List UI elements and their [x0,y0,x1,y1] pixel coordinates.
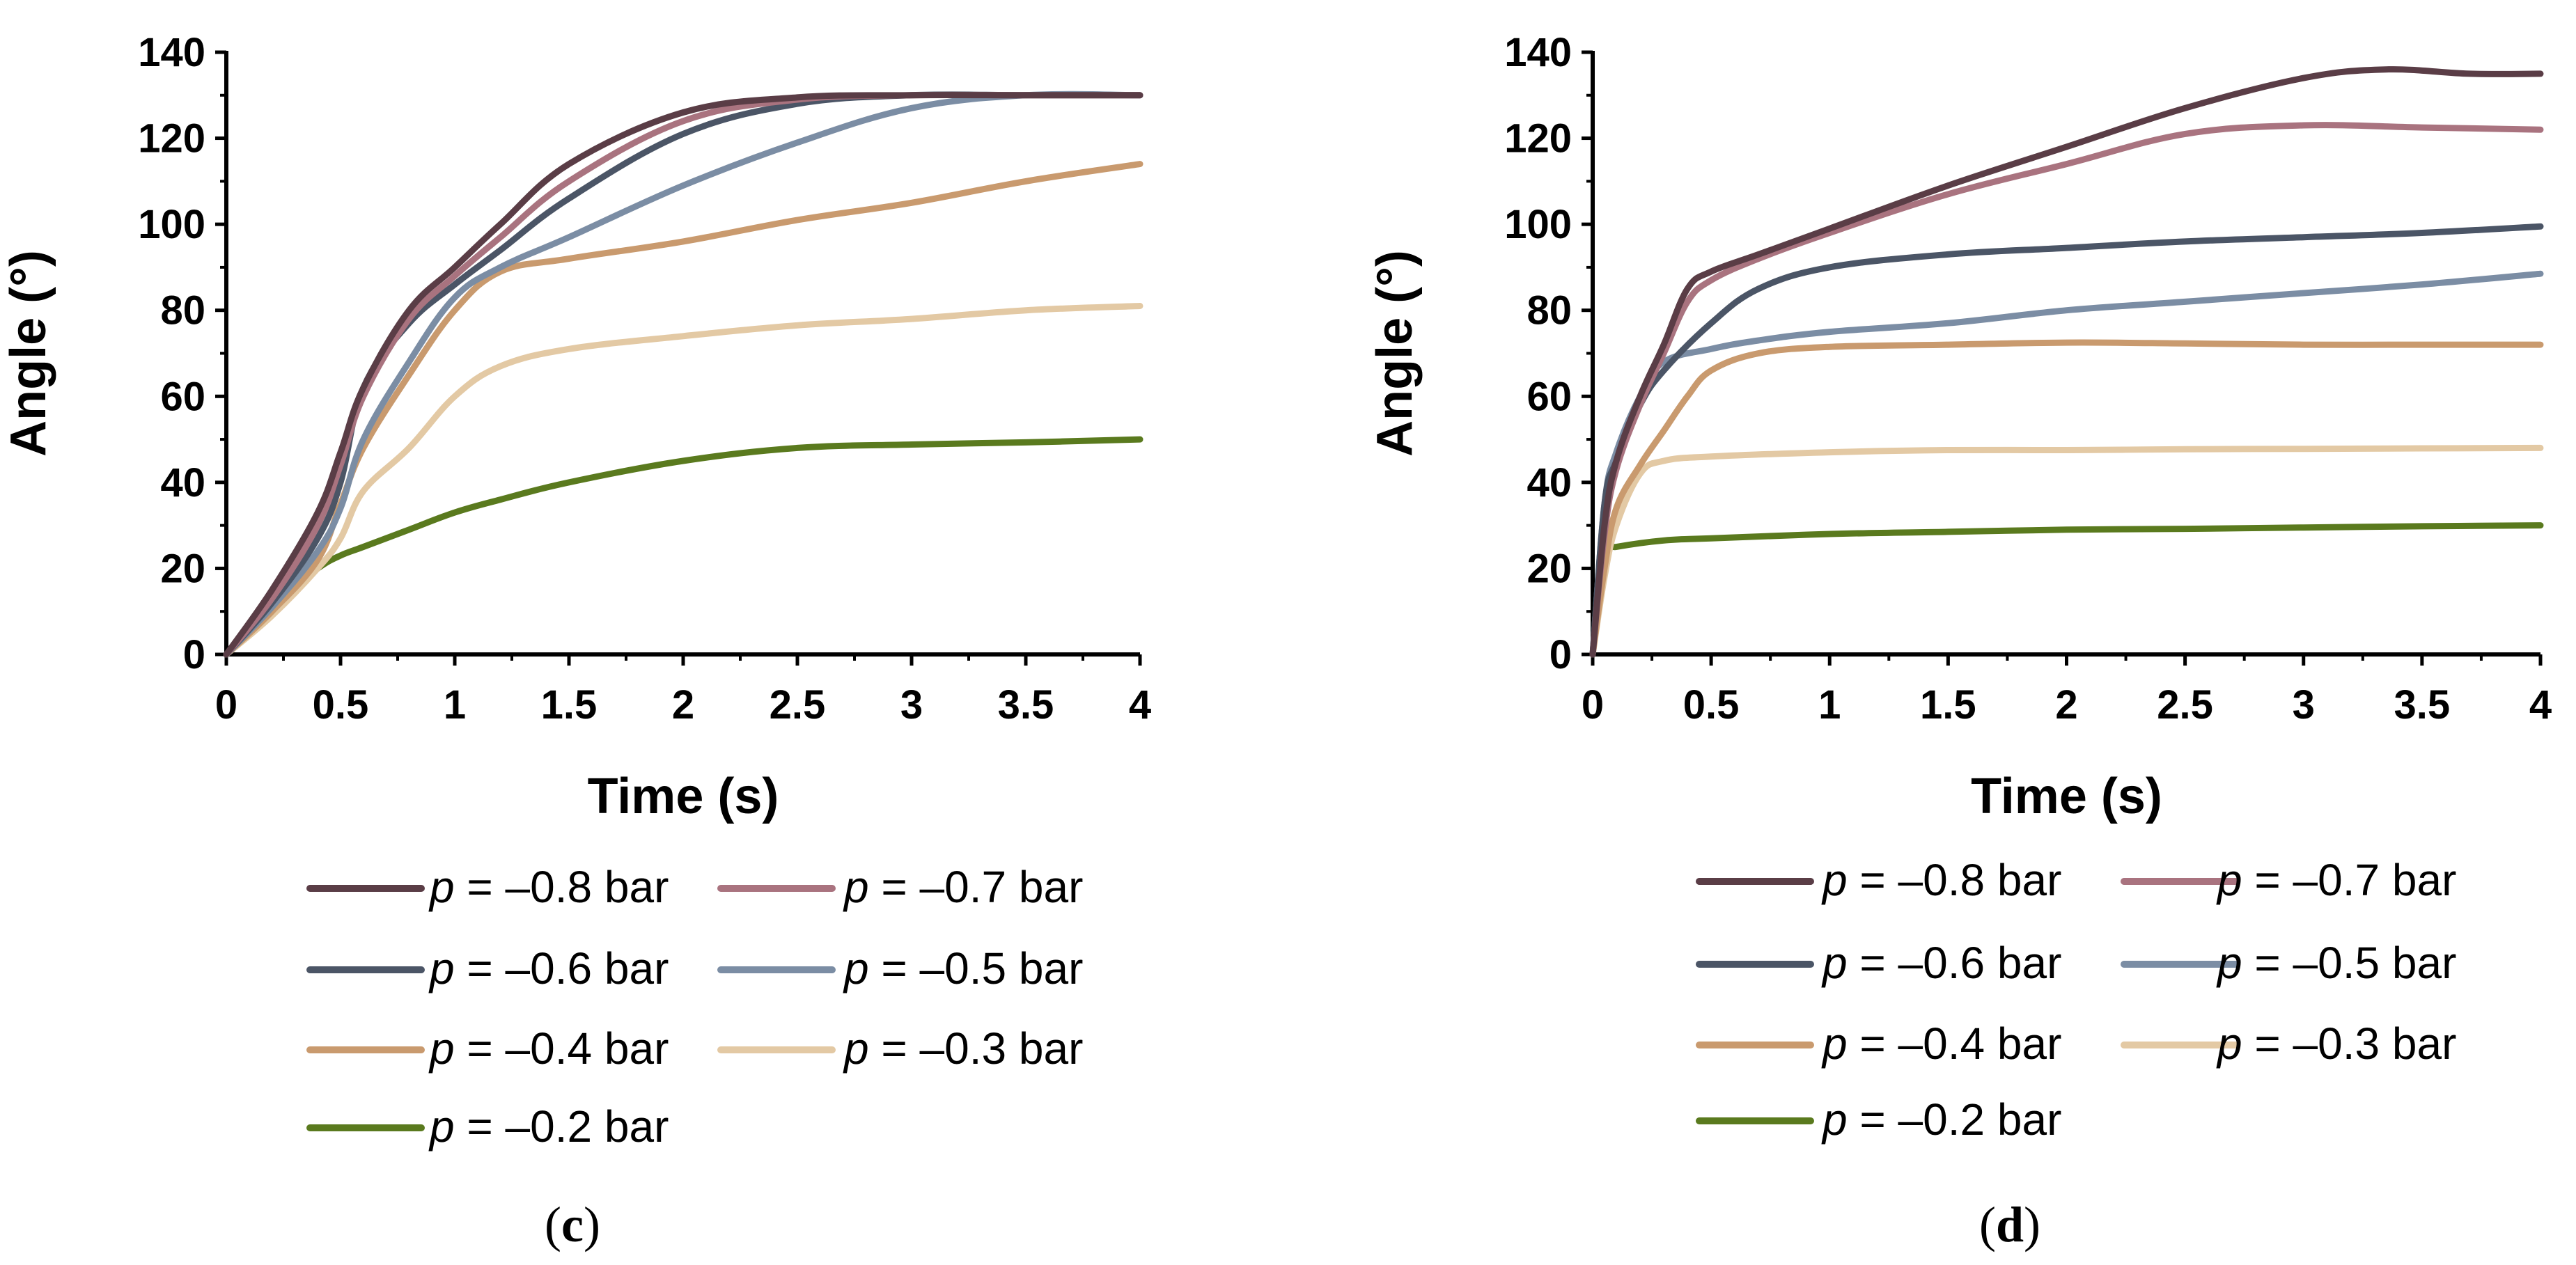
legend-label: p = –0.2 bar [428,1101,669,1152]
legend-label: p = –0.8 bar [428,862,669,912]
y-tick-label: 60 [160,374,205,419]
x-tick-label: 4 [1129,682,1151,728]
y-tick-label: 120 [138,116,205,162]
series-lines [1589,66,2544,658]
y-tick-label: 0 [183,632,205,677]
y-axis-title: Angle (°) [1,250,56,457]
series-line [1589,66,2544,658]
legend-label: p = –0.7 bar [843,862,1083,912]
legend: p = –0.8 bar p = –0.7 bar p = –0.6 bar p = … [1696,855,2456,1145]
series-line [1589,339,2544,658]
x-tick-label: 0 [1582,682,1604,728]
y-tick-label: 40 [160,460,205,505]
series-line [1589,270,2544,658]
series-lines [223,91,1143,658]
y-tick-label: 140 [1504,30,1572,75]
y-tick-label: 100 [1504,202,1572,247]
panel-label: (c) [545,1197,600,1252]
series-line [1589,223,2544,658]
x-axis-title: Time (s) [1971,769,2162,824]
chart-panel-d: 0 20 40 60 80 100 120 140 0 0.5 1 1.5 2 2.5 3 3.5 4 Time … [1367,30,2552,1252]
x-tick-label: 1 [1818,682,1841,728]
panel-label: (d) [1979,1197,2040,1252]
y-tick-label: 0 [1549,632,1572,677]
y-tick-label: 140 [138,30,205,75]
series-line [223,91,1143,658]
y-tick-label: 100 [138,202,205,247]
y-tick-label: 60 [1527,374,1572,419]
legend-label: p = –0.3 bar [2216,1019,2456,1069]
legend-label: p = –0.2 bar [1821,1094,2061,1145]
x-tick-label: 3.5 [2394,682,2451,728]
y-tick-label: 40 [1527,460,1572,505]
x-tick-label: 0.5 [1683,682,1740,728]
y-axis-title: Angle (°) [1367,250,1423,457]
y-tick-label: 120 [1504,116,1572,162]
y-tick-label: 20 [160,546,205,591]
legend-label: p = –0.7 bar [2216,855,2456,905]
series-line [1589,522,2544,658]
x-tick-label: 0 [215,682,237,728]
x-tick-label: 1 [444,682,466,728]
series-line [223,91,1143,658]
x-tick-label: 3 [900,682,923,728]
legend-label: p = –0.5 bar [843,943,1083,993]
x-tick-label: 1.5 [1920,682,1976,728]
legend-label: p = –0.4 bar [1821,1019,2061,1069]
series-line [223,436,1143,658]
legend-label: p = –0.5 bar [2216,938,2456,988]
legend-label: p = –0.8 bar [1821,855,2061,905]
series-line [223,303,1143,658]
series-line [1589,444,2544,658]
x-tick-label: 2 [672,682,694,728]
x-tick-label: 3.5 [998,682,1054,728]
series-line [223,91,1143,658]
x-tick-label: 2.5 [2157,682,2213,728]
legend: p = –0.8 bar p = –0.7 bar p = –0.6 bar p = … [306,862,1083,1152]
chart-panel-c: 0 20 40 60 80 100 120 140 0 0.5 1 1.5 2 2.5 3 3.5 4 Time … [1,30,1151,1252]
legend-label: p = –0.3 bar [843,1023,1083,1074]
x-tick-label: 1.5 [541,682,598,728]
x-axis-title: Time (s) [588,769,779,824]
series-line [223,92,1143,658]
legend-label: p = –0.6 bar [428,943,669,993]
legend-label: p = –0.4 bar [428,1023,669,1074]
x-tick-label: 0.5 [313,682,369,728]
series-line [1589,122,2544,658]
legend-label: p = –0.6 bar [1821,938,2061,988]
y-tick-label: 80 [160,288,205,333]
x-tick-label: 2 [2055,682,2077,728]
x-tick-label: 2.5 [770,682,826,728]
y-tick-label: 80 [1527,288,1572,333]
x-tick-label: 3 [2293,682,2315,728]
x-tick-label: 4 [2529,682,2552,728]
y-tick-label: 20 [1527,546,1572,591]
series-line [223,161,1143,658]
